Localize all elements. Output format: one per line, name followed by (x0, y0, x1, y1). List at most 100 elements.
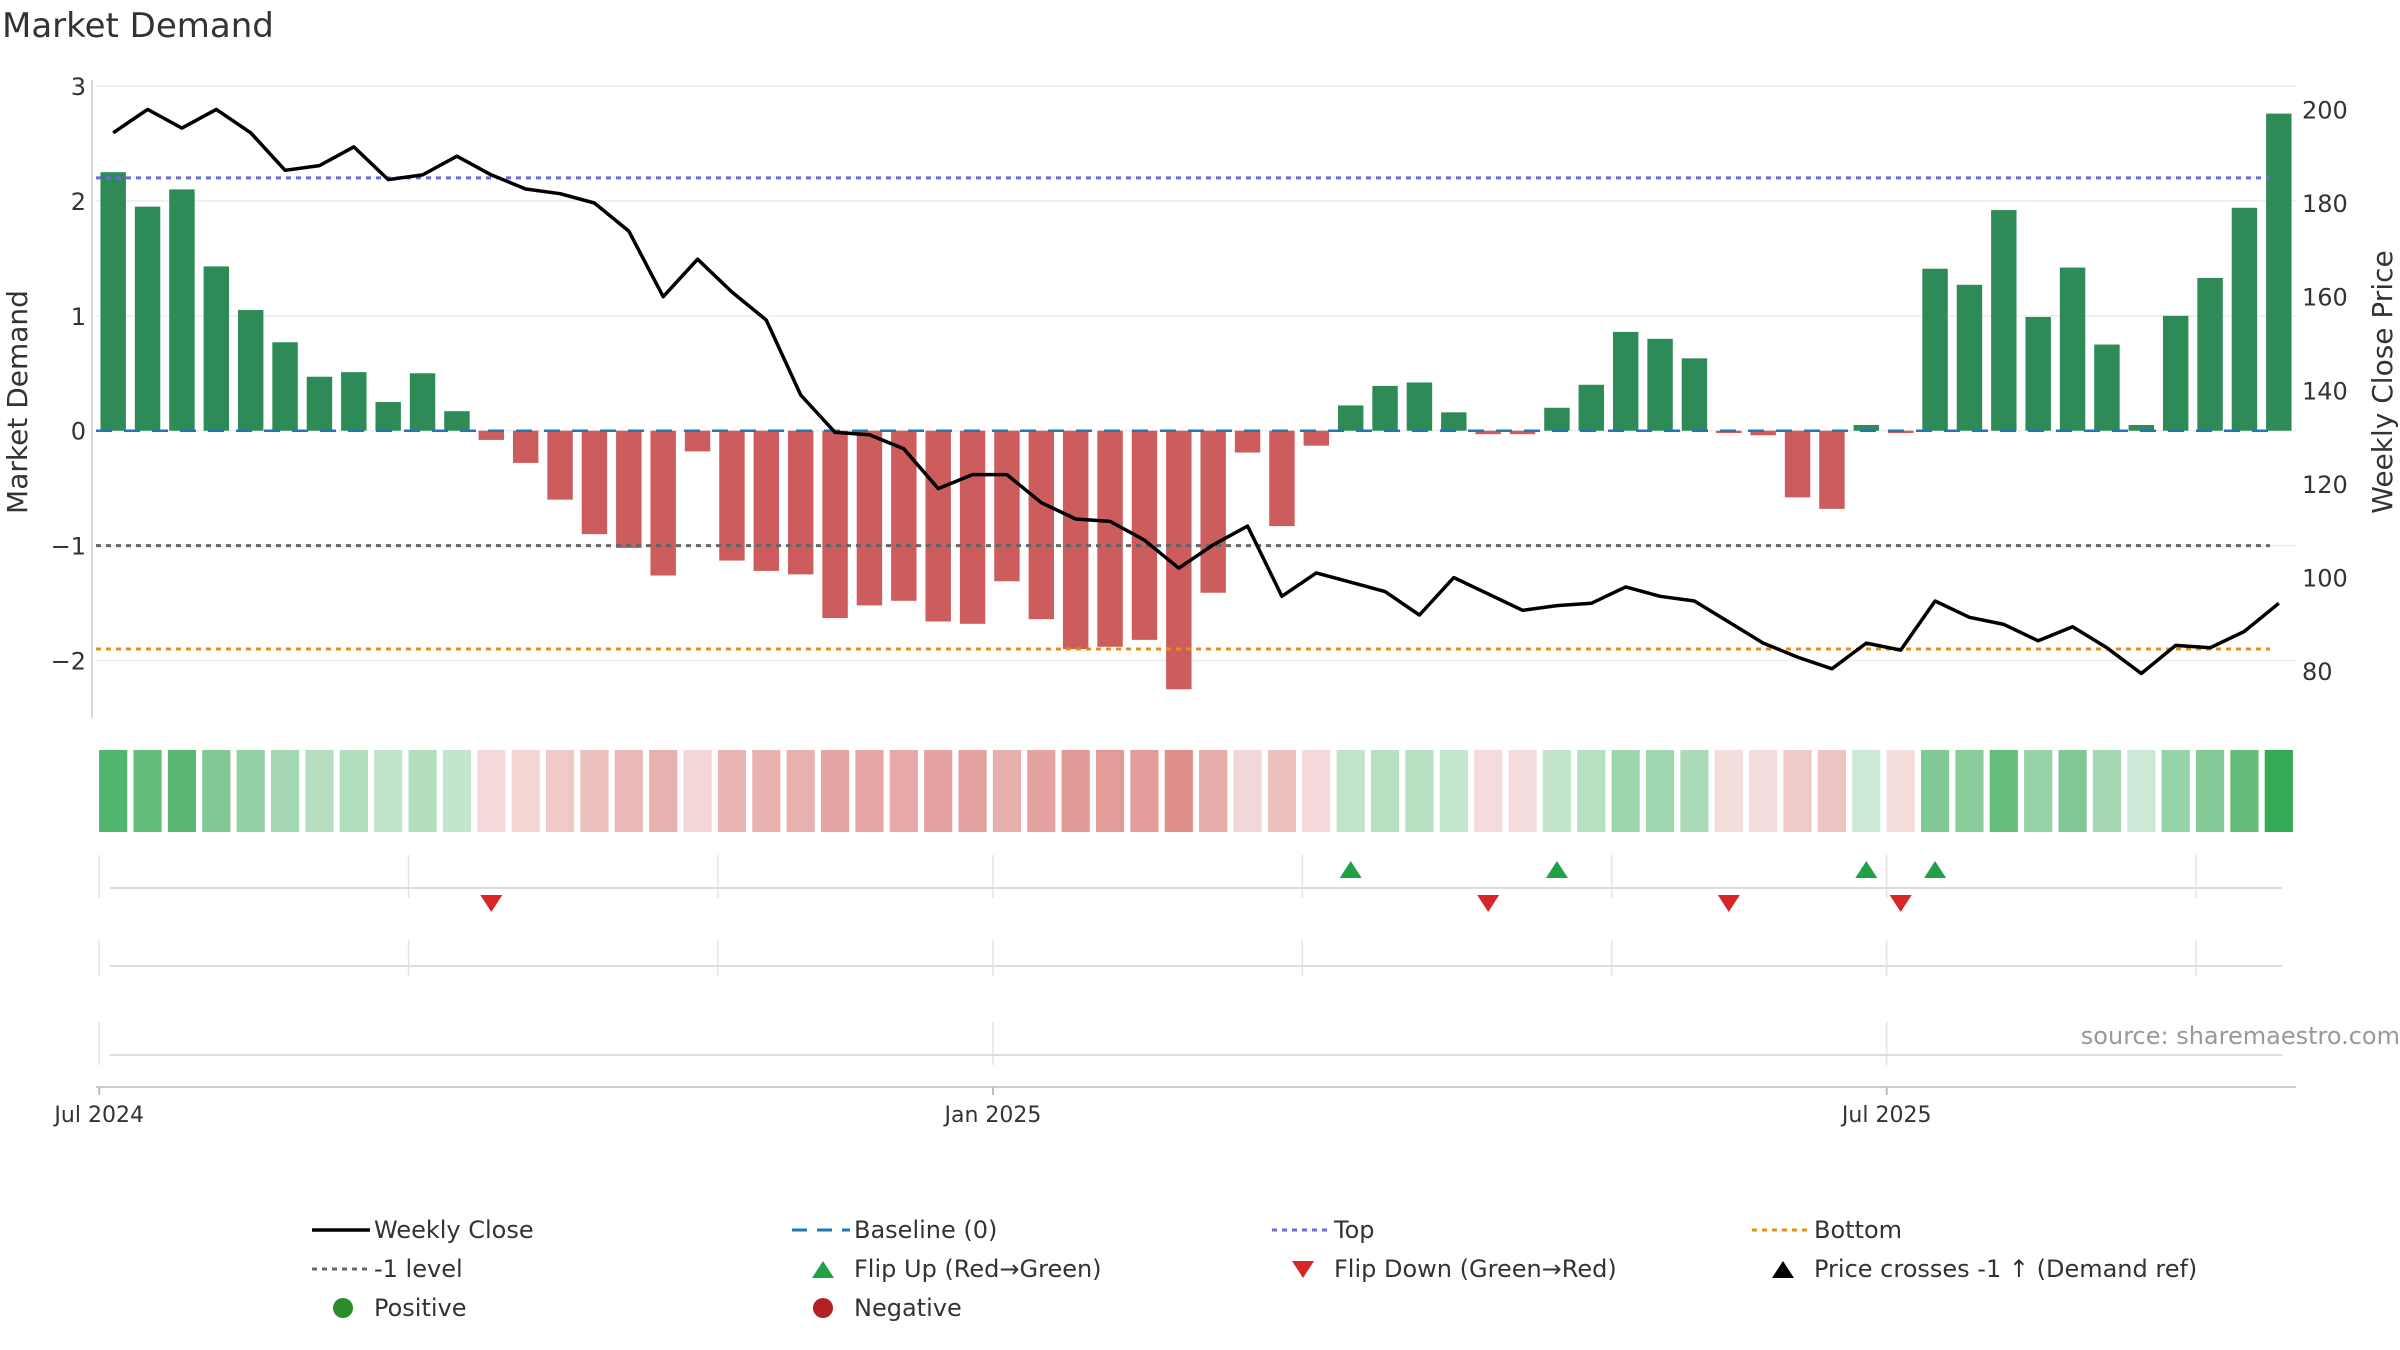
heat-cell (2195, 750, 2225, 832)
heat-cell (1370, 750, 1400, 832)
heat-cell (958, 750, 987, 832)
demand-bar (1475, 430, 1501, 435)
heat-cell (1164, 750, 1193, 832)
y-tick-label: 1 (71, 303, 86, 331)
legend-label: Negative (854, 1294, 962, 1322)
heat-cell (1405, 750, 1434, 832)
legend-item-positive: Positive (300, 1293, 467, 1323)
heat-cell (614, 750, 643, 832)
y2-tick-label: 200 (2302, 96, 2348, 124)
flip-up-marker (1339, 861, 1362, 878)
y2-tick-label: 100 (2302, 565, 2348, 593)
legend-triangle-up (1772, 1261, 1794, 1278)
legend-label: -1 level (374, 1255, 463, 1283)
demand-bar (272, 342, 298, 431)
demand-bar (1200, 430, 1226, 593)
heat-cell (202, 750, 231, 832)
demand-bar (203, 266, 230, 431)
demand-bar (1922, 268, 1948, 431)
demand-bar (650, 430, 676, 576)
demand-bar (2266, 113, 2292, 431)
legend-symbol (812, 1261, 834, 1278)
heat-cell (305, 750, 334, 832)
flip-down-marker (1717, 895, 1740, 912)
legend-item-minus1: -1 level (300, 1254, 463, 1284)
demand-bar (891, 430, 917, 601)
demand-bar (2025, 316, 2051, 431)
flip-up-marker (1545, 861, 1568, 878)
y2-tick-label: 120 (2302, 471, 2348, 499)
legend-dot (333, 1298, 353, 1318)
demand-bar (1303, 430, 1330, 446)
heat-cell (1508, 750, 1537, 832)
legend-label: Positive (374, 1294, 467, 1322)
heat-cell (1920, 750, 1950, 832)
demand-bar (1441, 412, 1467, 431)
legend-label: Top (1334, 1216, 1375, 1244)
heat-cell (1199, 750, 1228, 832)
heat-cell (1886, 750, 1915, 832)
demand-bar (478, 430, 505, 440)
heat-cell (2092, 750, 2122, 832)
demand-bar (616, 430, 642, 548)
y2-tick-label: 80 (2302, 658, 2333, 686)
demand-bar (2128, 424, 2155, 431)
x-tick-label: Jul 2024 (52, 1103, 144, 1128)
demand-bar (306, 376, 333, 431)
demand-bar (1337, 405, 1364, 431)
heat-cell (1302, 750, 1331, 832)
legend-symbol (312, 1267, 370, 1271)
demand-bar (925, 430, 951, 622)
heat-cell (408, 750, 437, 832)
demand-bar (2231, 207, 2258, 431)
demand-bar (1509, 430, 1536, 435)
heat-cell (752, 750, 781, 832)
legend-item-negative: Negative (780, 1293, 962, 1323)
flip-markers-layer (98, 855, 2282, 1065)
legend-item-flip_down: Flip Down (Green→Red) (1260, 1254, 1617, 1284)
demand-bar (959, 430, 986, 624)
legend-item-top: Top (1260, 1215, 1375, 1245)
demand-bar (1750, 430, 1776, 436)
legend-label: Flip Up (Red→Green) (854, 1255, 1102, 1283)
heat-cell (1645, 750, 1675, 832)
heat-cell (2024, 750, 2053, 832)
heat-cell (339, 750, 368, 832)
heat-cell (1783, 750, 1812, 832)
demand-bar (1269, 430, 1295, 527)
demand-bar (1062, 430, 1089, 650)
heat-cell (924, 750, 953, 832)
demand-bar (1372, 385, 1398, 431)
heat-cell (2230, 750, 2259, 832)
demand-bar (2197, 277, 2223, 431)
y-tick-label: −1 (51, 533, 86, 561)
demand-bar (512, 430, 539, 463)
demand-bar (2094, 344, 2120, 431)
legend-symbol (813, 1298, 833, 1318)
demand-bar (1991, 210, 2017, 431)
heat-cell (1027, 750, 1056, 832)
demand-bar (684, 430, 711, 452)
flip-up-marker (1924, 861, 1947, 878)
demand-bar (994, 430, 1020, 582)
legend-label: Weekly Close (374, 1216, 534, 1244)
demand-bar (1234, 430, 1261, 453)
demand-bar (547, 430, 573, 500)
heat-cell (1095, 750, 1125, 832)
flip-down-marker (1477, 895, 1500, 912)
heat-cell (820, 750, 850, 832)
heat-cell (649, 750, 678, 832)
heat-cell (1439, 750, 1468, 832)
flip-up-marker (1855, 861, 1878, 878)
legend-triangle-down (1292, 1261, 1314, 1278)
legend-symbol (792, 1228, 850, 1232)
heat-cell (1577, 750, 1606, 832)
demand-bar (375, 402, 401, 431)
legend-label: Baseline (0) (854, 1216, 998, 1244)
demand-bar (787, 430, 814, 575)
legend-label: Bottom (1814, 1216, 1903, 1244)
demand-bar (2059, 267, 2086, 431)
heat-cell (1680, 750, 1709, 832)
heat-cell (1336, 750, 1365, 832)
